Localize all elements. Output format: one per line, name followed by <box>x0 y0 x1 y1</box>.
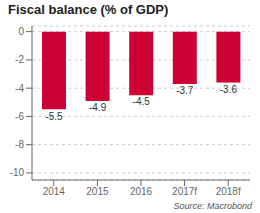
svg-text:-4.5: -4.5 <box>133 96 151 107</box>
svg-text:-3.7: -3.7 <box>176 85 194 96</box>
html-text:Fiscal balance (% of GDP): Fiscal balance (% of GDP) <box>8 2 169 17</box>
svg-text:2014: 2014 <box>43 186 66 197</box>
svg-text:-2: -2 <box>15 54 24 65</box>
svg-text:2018f: 2018f <box>216 186 241 197</box>
svg-text:2016: 2016 <box>130 186 153 197</box>
svg-text:-4: -4 <box>15 83 24 94</box>
svg-text:0: 0 <box>18 26 24 37</box>
svg-text:-8: -8 <box>15 139 24 150</box>
svg-text:2017f: 2017f <box>172 186 197 197</box>
svg-text:-6: -6 <box>15 111 24 122</box>
svg-text:-4.9: -4.9 <box>89 102 107 113</box>
svg-text:2015: 2015 <box>86 186 109 197</box>
svg-text:-3.6: -3.6 <box>220 84 238 95</box>
svg-text:-5.5: -5.5 <box>45 111 63 122</box>
html-text:Source: Macrobond: Source: Macrobond <box>173 201 252 211</box>
svg-text:-10: -10 <box>10 167 25 178</box>
